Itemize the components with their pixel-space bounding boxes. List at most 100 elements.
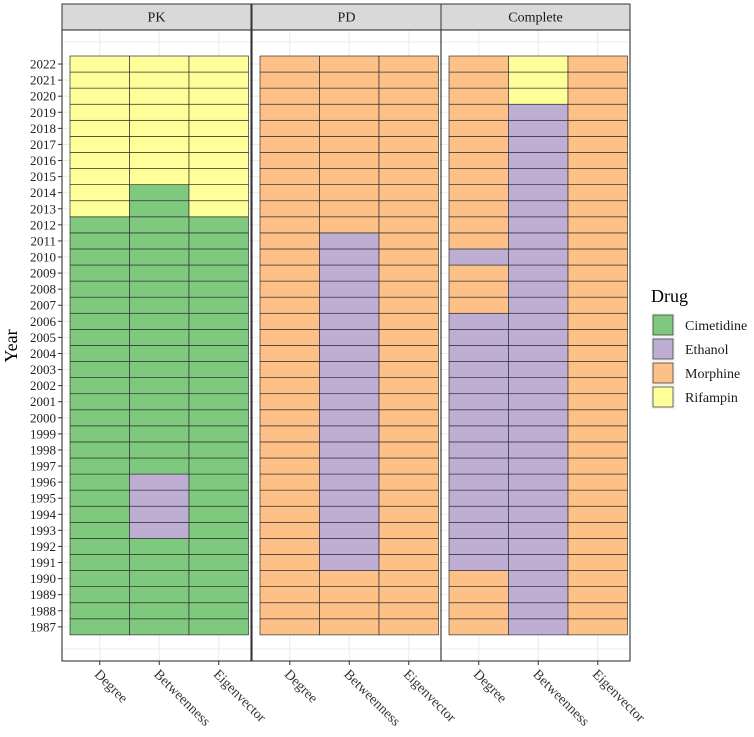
tile-pd-eigenvector-2004-morphine: [378, 345, 439, 362]
tile-pd-degree-2012-morphine: [259, 216, 320, 234]
tile-pk-degree-2006-cimetidine: [69, 312, 130, 330]
tile-pk-degree-2004-cimetidine: [69, 345, 130, 362]
x-tick-label-betweenness: Betweenness: [529, 667, 591, 729]
y-tick-label-1988: 1988: [30, 603, 56, 618]
tile-complete-degree-2004-ethanol: [448, 345, 509, 362]
tile-pk-degree-2017-rifampin: [69, 136, 130, 153]
tile-complete-eigenvector-2003-morphine: [567, 361, 628, 378]
tile-complete-betweenness-1994-ethanol: [508, 505, 569, 523]
tile-complete-betweenness-2010-ethanol: [508, 248, 569, 266]
tile-pd-betweenness-1997-ethanol: [319, 457, 380, 475]
tile-pk-eigenvector-2001-cimetidine: [188, 393, 249, 411]
tile-complete-degree-2012-morphine: [448, 216, 509, 234]
tile-pk-degree-2016-rifampin: [69, 152, 130, 169]
tile-complete-betweenness-2007-ethanol: [508, 296, 569, 314]
legend-swatch-cimetidine: [652, 314, 674, 336]
tile-pd-betweenness-1990-morphine: [319, 570, 380, 587]
tile-pk-betweenness-2019-rifampin: [129, 103, 190, 121]
tile-pk-eigenvector-2002-cimetidine: [188, 377, 249, 395]
tile-pd-degree-1991-morphine: [259, 554, 320, 571]
tile-pd-degree-2011-morphine: [259, 232, 320, 250]
tile-pk-betweenness-1991-cimetidine: [129, 554, 190, 571]
tile-pd-eigenvector-2010-morphine: [378, 248, 439, 266]
tile-pk-degree-2018-rifampin: [69, 119, 130, 137]
tile-pk-eigenvector-1994-cimetidine: [188, 505, 249, 523]
legend-label-morphine: Morphine: [685, 367, 740, 382]
tile-pk-degree-2022-rifampin: [69, 55, 130, 73]
tile-pd-eigenvector-1996-morphine: [378, 473, 439, 491]
tile-complete-eigenvector-1987-morphine: [567, 618, 628, 636]
tile-pk-degree-2014-rifampin: [69, 184, 130, 202]
tile-pk-degree-2003-cimetidine: [69, 361, 130, 378]
tile-pk-degree-2010-cimetidine: [69, 248, 130, 266]
tile-pk-eigenvector-2008-cimetidine: [188, 280, 249, 298]
tile-pk-eigenvector-2019-rifampin: [188, 103, 249, 121]
tile-pd-eigenvector-2016-morphine: [378, 152, 439, 169]
legend-swatch-morphine: [652, 362, 674, 384]
tile-complete-eigenvector-1998-morphine: [567, 441, 628, 459]
tile-pd-eigenvector-1990-morphine: [378, 570, 439, 587]
y-tick-label-2008: 2008: [30, 282, 56, 297]
tile-complete-betweenness-2000-ethanol: [508, 409, 569, 427]
tile-pk-degree-2020-rifampin: [69, 87, 130, 105]
tile-pd-degree-1988-morphine: [259, 602, 320, 620]
tile-pk-betweenness-1996-ethanol: [129, 473, 190, 491]
tile-pd-degree-1987-morphine: [259, 618, 320, 636]
tile-complete-degree-1998-ethanol: [448, 441, 509, 459]
tile-pk-betweenness-2003-cimetidine: [129, 361, 190, 378]
tile-pk-eigenvector-2000-cimetidine: [188, 409, 249, 427]
tile-complete-betweenness-2022-rifampin: [508, 55, 569, 73]
tile-pd-degree-2018-morphine: [259, 119, 320, 137]
tile-pd-eigenvector-1997-morphine: [378, 457, 439, 475]
tile-pk-eigenvector-2005-cimetidine: [188, 329, 249, 346]
tile-complete-eigenvector-2020-morphine: [567, 87, 628, 105]
tile-pk-eigenvector-2018-rifampin: [188, 119, 249, 137]
tile-complete-eigenvector-2006-morphine: [567, 312, 628, 330]
tile-pk-eigenvector-2014-rifampin: [188, 184, 249, 202]
tile-pk-degree-2005-cimetidine: [69, 329, 130, 346]
tile-complete-eigenvector-2001-morphine: [567, 393, 628, 411]
tile-complete-eigenvector-2004-morphine: [567, 345, 628, 362]
tile-pk-betweenness-2017-rifampin: [129, 136, 190, 153]
tile-pd-betweenness-2019-morphine: [319, 103, 380, 121]
tile-pd-degree-1996-morphine: [259, 473, 320, 491]
tile-pd-betweenness-1995-ethanol: [319, 489, 380, 507]
tile-pk-betweenness-2010-cimetidine: [129, 248, 190, 266]
y-tick-label-1997: 1997: [30, 459, 57, 474]
tile-pd-betweenness-1987-morphine: [319, 618, 380, 636]
legend-swatch-rifampin: [652, 386, 674, 408]
tile-pd-eigenvector-2005-morphine: [378, 329, 439, 346]
tiles-pk: [69, 55, 249, 636]
tile-complete-degree-2011-morphine: [448, 232, 509, 250]
tile-complete-eigenvector-2012-morphine: [567, 216, 628, 234]
tile-pk-betweenness-2005-cimetidine: [129, 329, 190, 346]
tile-pk-eigenvector-2015-rifampin: [188, 168, 249, 185]
tile-pk-eigenvector-2009-cimetidine: [188, 264, 249, 282]
tile-complete-eigenvector-2000-morphine: [567, 409, 628, 427]
tile-pd-eigenvector-2020-morphine: [378, 87, 439, 105]
tile-pk-degree-2012-cimetidine: [69, 216, 130, 234]
tile-pk-degree-1987-cimetidine: [69, 618, 130, 636]
tile-complete-degree-2022-morphine: [448, 55, 509, 73]
tile-pd-betweenness-1998-ethanol: [319, 441, 380, 459]
tile-complete-eigenvector-2008-morphine: [567, 280, 628, 298]
y-tick-label-2013: 2013: [30, 201, 56, 216]
tile-pk-betweenness-1993-ethanol: [129, 521, 190, 539]
y-tick-label-1991: 1991: [30, 555, 56, 570]
x-tick-label-eigenvector: Eigenvector: [589, 667, 648, 726]
y-tick-label-1998: 1998: [30, 442, 56, 457]
y-tick-label-2002: 2002: [30, 378, 56, 393]
tile-pd-betweenness-1993-ethanol: [319, 521, 380, 539]
legend-items: Cimetidine Ethanol Morphine Rifampin: [651, 313, 747, 409]
y-tick-label-1995: 1995: [30, 491, 56, 506]
tile-complete-betweenness-1987-ethanol: [508, 618, 569, 636]
tile-pd-eigenvector-2013-morphine: [378, 200, 439, 218]
tile-pd-eigenvector-1987-morphine: [378, 618, 439, 636]
tile-pk-degree-2007-cimetidine: [69, 296, 130, 314]
tile-pd-degree-2003-morphine: [259, 361, 320, 378]
x-tick-label-betweenness: Betweenness: [340, 667, 402, 729]
tile-pd-betweenness-2022-morphine: [319, 55, 380, 73]
tile-complete-degree-2003-ethanol: [448, 361, 509, 378]
tile-complete-betweenness-2013-ethanol: [508, 200, 569, 218]
